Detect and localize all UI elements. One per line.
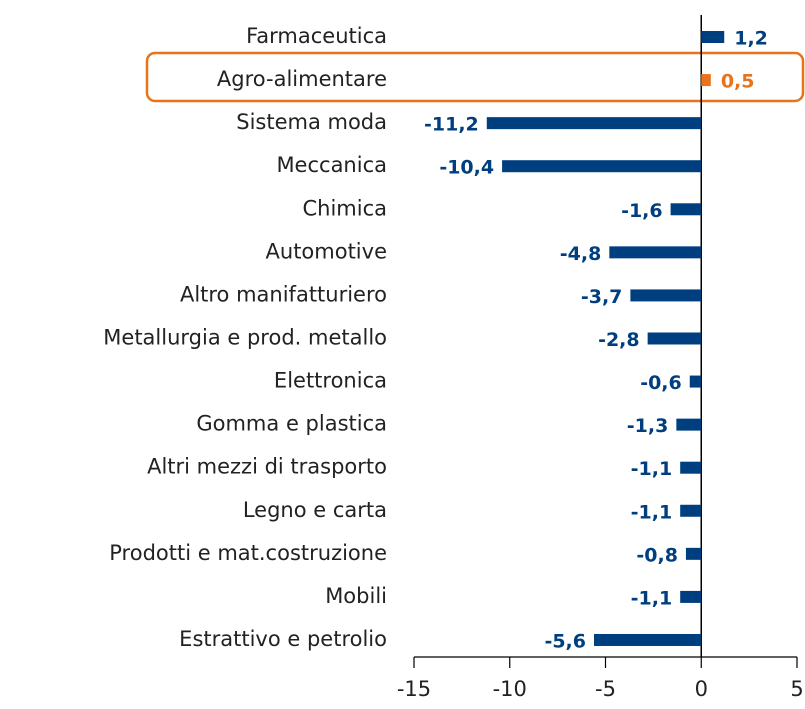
x-tick-label: -5	[595, 677, 616, 701]
value-label: -4,8	[560, 243, 602, 265]
category-label: Metallurgia e prod. metallo	[103, 325, 387, 349]
bar	[680, 461, 702, 474]
category-label: Elettronica	[274, 369, 387, 393]
value-label: -1,6	[621, 200, 663, 222]
bar	[486, 117, 702, 130]
value-label: -1,3	[627, 415, 669, 437]
category-label: Sistema moda	[236, 110, 387, 134]
category-label: Gomma e plastica	[196, 412, 387, 436]
value-label: -1,1	[631, 501, 673, 523]
category-label: Estrattivo e petrolio	[179, 627, 387, 651]
bar	[630, 289, 702, 302]
value-label: -1,1	[631, 458, 673, 480]
bar	[680, 504, 702, 517]
value-label: -0,8	[636, 544, 678, 566]
x-tick-label: 5	[790, 677, 803, 701]
category-label: Altri mezzi di trasporto	[147, 455, 387, 479]
bar	[689, 375, 702, 388]
value-label: -10,4	[439, 157, 494, 179]
category-label: Meccanica	[276, 153, 387, 177]
category-label: Agro-alimentare	[217, 67, 387, 91]
category-label: Legno e carta	[243, 498, 387, 522]
bar	[701, 74, 711, 87]
value-label: 0,5	[721, 71, 755, 93]
category-label: Automotive	[266, 239, 387, 263]
value-label: 1,2	[734, 28, 768, 50]
x-tick-label: -10	[493, 677, 527, 701]
category-label: Chimica	[302, 196, 387, 220]
bar	[609, 246, 702, 259]
value-label: -3,7	[581, 286, 623, 308]
bar	[647, 332, 702, 345]
value-label: -2,8	[598, 329, 640, 351]
bar	[685, 547, 702, 560]
x-tick-label: -15	[397, 677, 431, 701]
category-label: Farmaceutica	[246, 24, 387, 48]
category-label: Mobili	[325, 584, 387, 608]
bar	[680, 590, 702, 603]
bar	[502, 160, 702, 173]
category-label: Prodotti e mat.costruzione	[109, 541, 387, 565]
value-label: -11,2	[424, 114, 479, 136]
highlight-box	[145, 51, 805, 103]
bar	[701, 31, 725, 43]
value-label: -5,6	[544, 630, 586, 652]
bar	[676, 418, 702, 431]
x-tick-label: 0	[695, 677, 708, 701]
value-label: -0,6	[640, 372, 682, 394]
category-label: Altro manifatturiero	[180, 282, 387, 306]
value-label: -1,1	[631, 587, 673, 609]
bar	[670, 203, 702, 216]
bar	[594, 633, 702, 646]
